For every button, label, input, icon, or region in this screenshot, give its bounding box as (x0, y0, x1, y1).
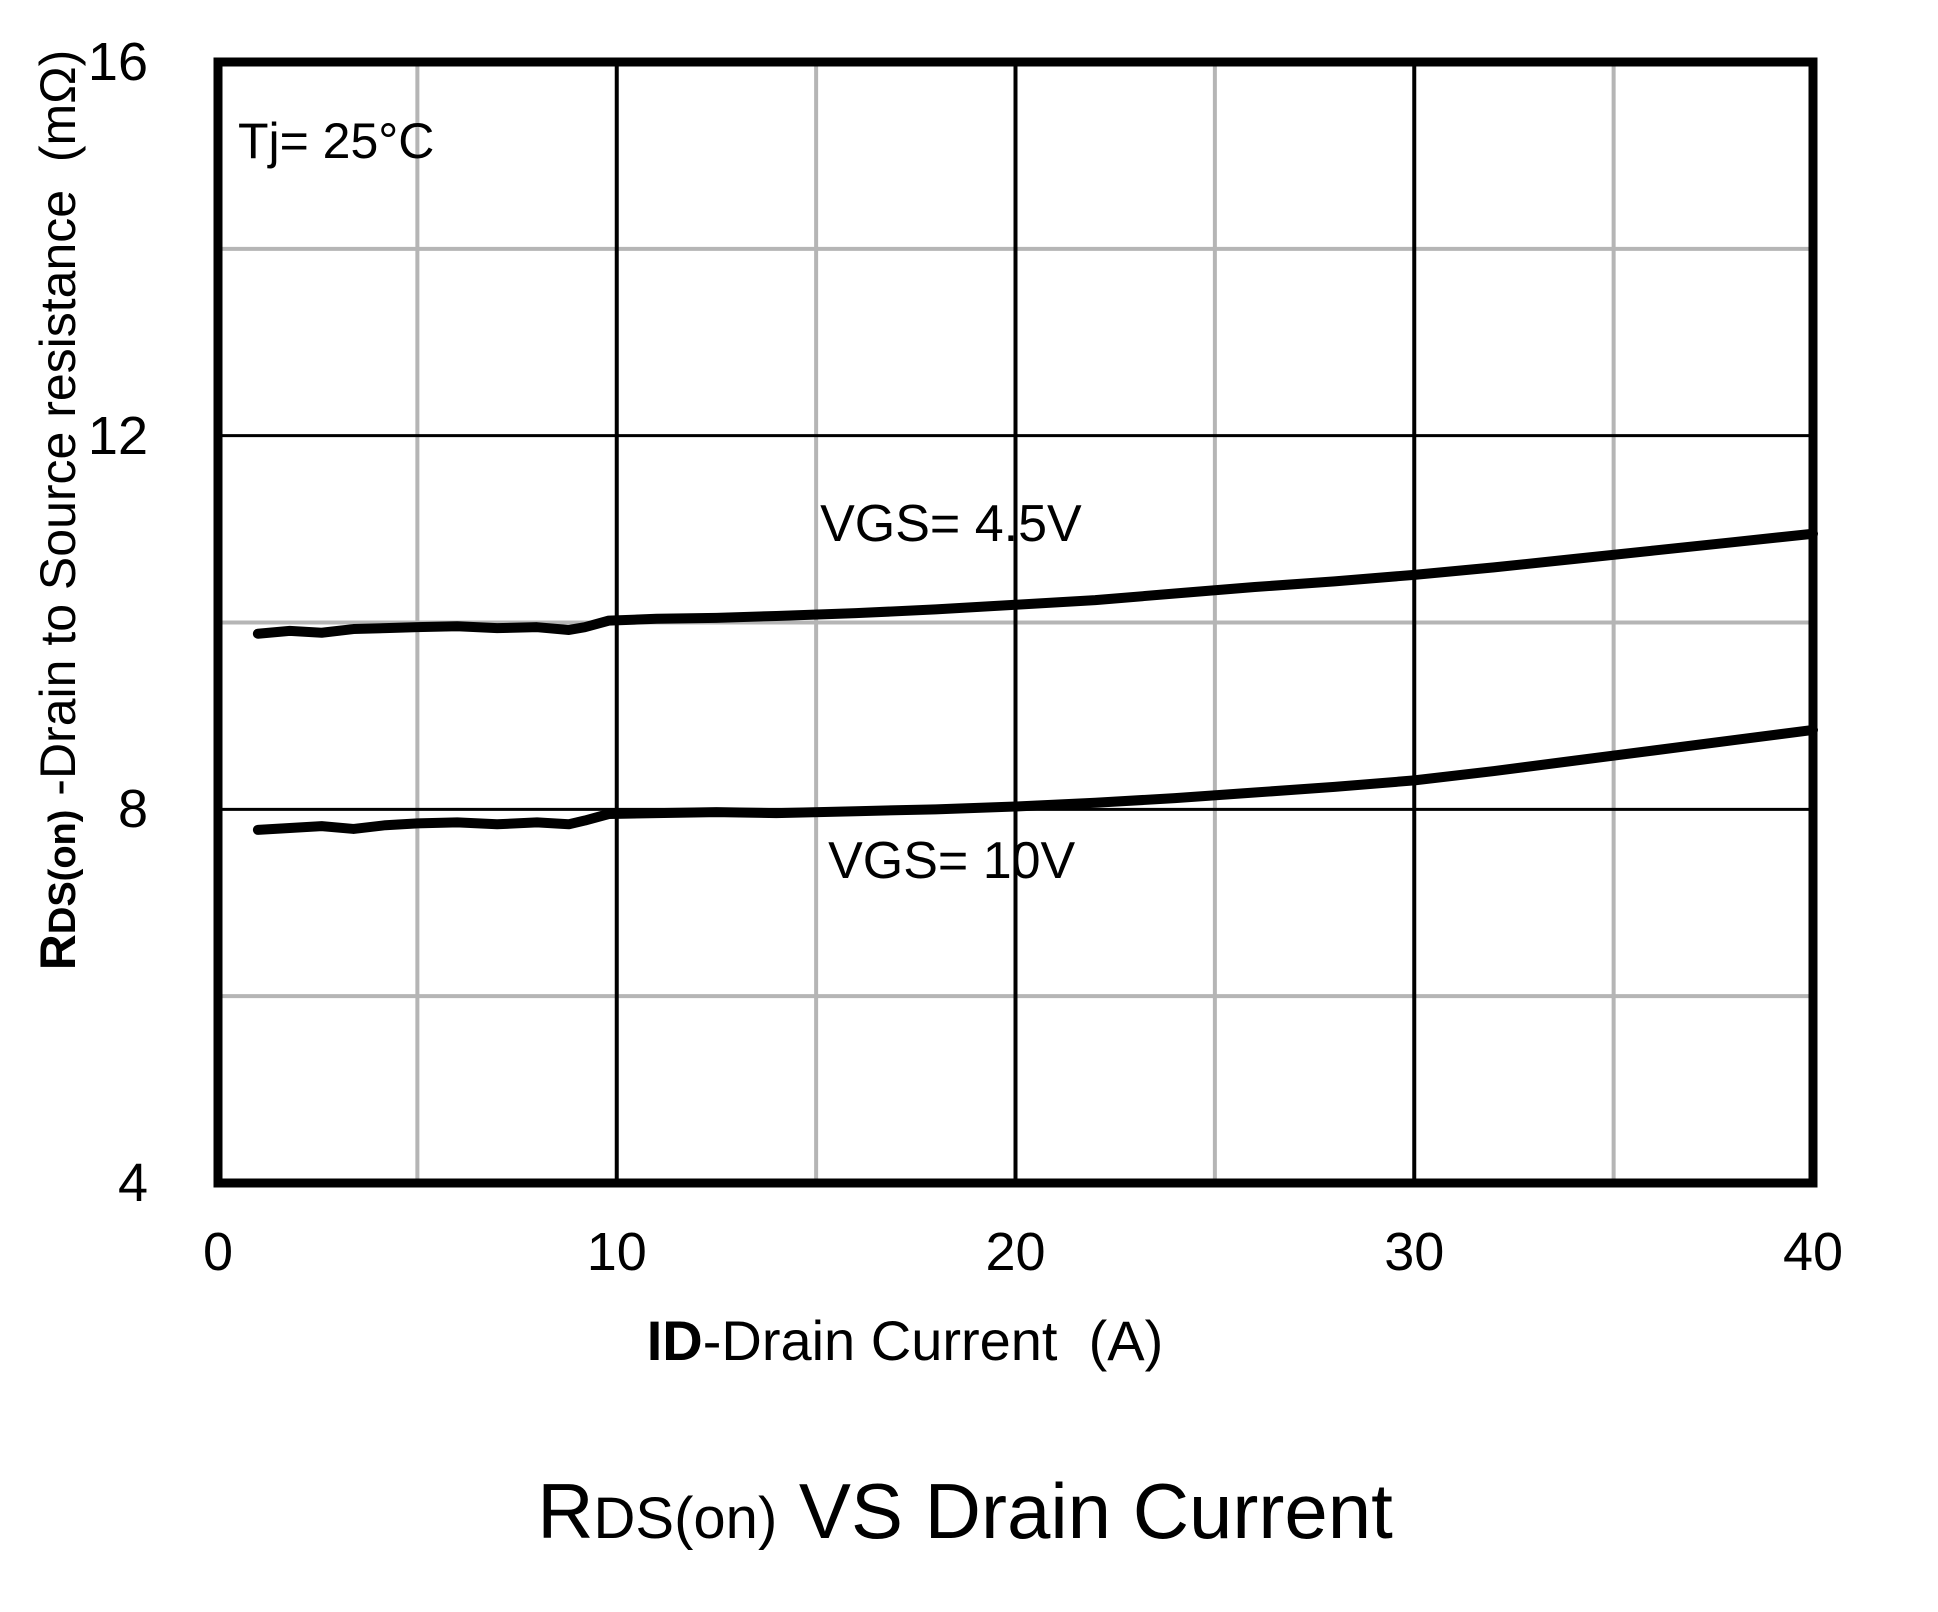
series-label-vgs-10v: VGS= 10V (828, 831, 1076, 890)
plot-frame (213, 57, 1818, 1188)
y-axis-title: RDS(on) -Drain to Source resistance (mΩ) (29, 50, 87, 970)
data-curve (252, 724, 1818, 835)
y-tick-label: 8 (117, 779, 148, 840)
x-tick-label: 20 (985, 1222, 1046, 1282)
chart-title-subscript: DS(on) (593, 1486, 778, 1551)
data-curve (252, 528, 1818, 639)
y-tick-label: 16 (87, 32, 148, 92)
x-axis-title-symbol: ID (646, 1309, 703, 1372)
y-axis-title-subscript: DS(on) (42, 809, 84, 935)
x-axis-title: ID-Drain Current (A) (647, 1308, 1164, 1373)
tj-annotation: Tj= 25°C (237, 113, 435, 170)
x-tick-label: 10 (586, 1222, 647, 1282)
x-axis-title-text: -Drain Current (A) (702, 1309, 1164, 1372)
x-tick-label: 30 (1384, 1222, 1445, 1282)
x-tick-label: 40 (1782, 1222, 1844, 1282)
chart-title-text: VS Drain Current (777, 1467, 1393, 1555)
y-axis-title-symbol: R (30, 934, 86, 971)
chart-title-symbol: R (537, 1467, 594, 1555)
x-tick-label: 0 (202, 1222, 234, 1282)
y-axis-title-text: -Drain to Source resistance (mΩ) (30, 49, 86, 810)
y-tick-label: 12 (87, 405, 148, 466)
series-label-vgs-4v5: VGS= 4.5V (820, 495, 1082, 554)
y-tick-label: 4 (117, 1153, 148, 1213)
chart-title: RDS(on) VS Drain Current (537, 1466, 1393, 1557)
